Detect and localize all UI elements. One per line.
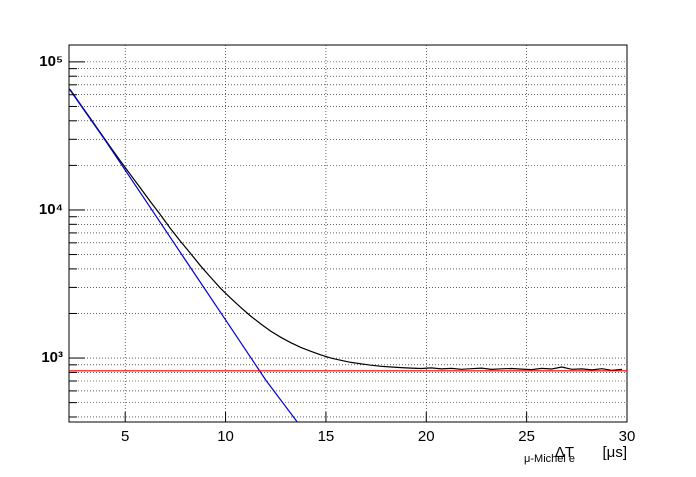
x-tick-label: 15	[318, 428, 335, 445]
series-line	[69, 88, 298, 422]
x-label-sub: μ-Michel e	[524, 453, 575, 465]
y-tick-label: 10⁴	[39, 201, 63, 218]
x-label-unit: [μs]	[603, 444, 627, 461]
x-tick-label: 5	[121, 428, 129, 445]
series-line	[69, 88, 623, 371]
x-tick-label: 10	[217, 428, 234, 445]
plot-frame	[68, 44, 628, 423]
y-tick-label: 10³	[41, 349, 63, 366]
x-tick-label: 30	[619, 428, 636, 445]
x-label-main: ΔT	[555, 444, 574, 461]
x-tick-label: 20	[418, 428, 435, 445]
x-tick-label: 25	[518, 428, 535, 445]
y-tick-label: 10⁵	[39, 53, 63, 70]
